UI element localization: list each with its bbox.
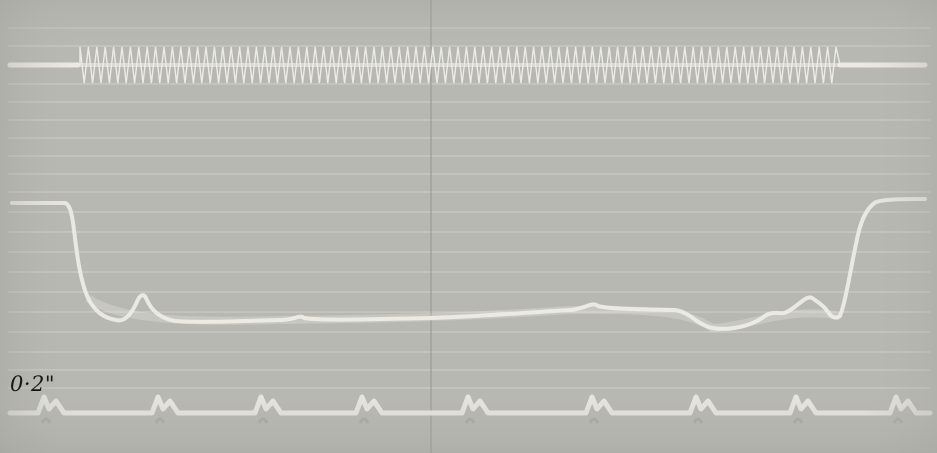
time-scale-label: 0·2"	[10, 372, 56, 396]
